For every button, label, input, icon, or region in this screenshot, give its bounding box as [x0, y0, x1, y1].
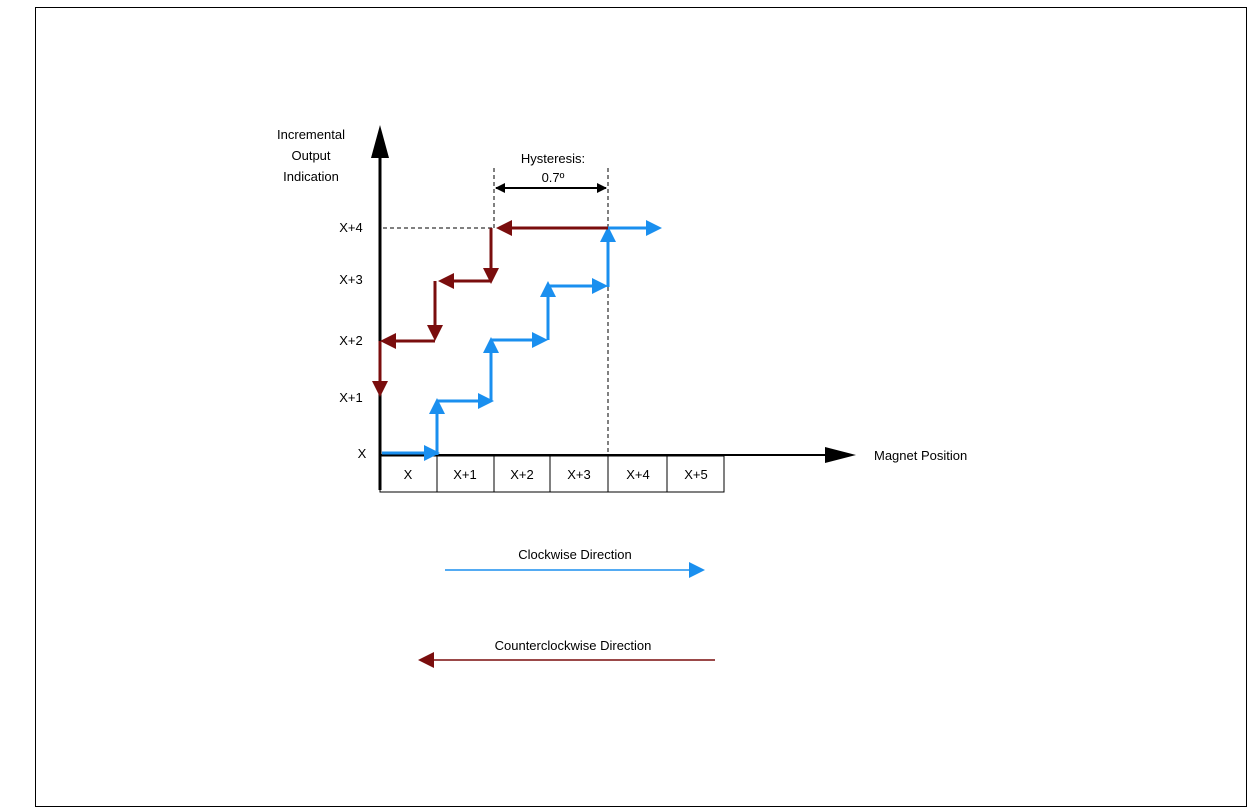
clockwise-staircase [382, 220, 662, 461]
clockwise-step-arrow [429, 398, 445, 455]
clockwise-step-arrow [382, 445, 440, 461]
diagram-frame [35, 7, 1247, 807]
counterclockwise-step-arrow [496, 220, 608, 236]
counterclockwise-step-arrow [372, 341, 388, 397]
legend-clockwise-label: Clockwise Direction [518, 547, 631, 562]
legend-counterclockwise-label: Counterclockwise Direction [495, 638, 652, 653]
counterclockwise-step-arrow [438, 273, 491, 289]
clockwise-step-arrow [606, 220, 662, 236]
hysteresis-label: Hysteresis: [521, 151, 585, 166]
counterclockwise-step-arrow [483, 228, 499, 284]
legend-clockwise-arrow-shape [445, 562, 705, 578]
x-cell-label: X+2 [510, 467, 534, 482]
y-tick-label: X+3 [339, 272, 363, 287]
counterclockwise-staircase [372, 220, 608, 397]
dashed-guides [383, 168, 609, 455]
counterclockwise-step-arrow [427, 281, 443, 341]
y-tick-label: X+1 [339, 390, 363, 405]
y-axis-arrowhead [371, 125, 389, 158]
x-cell-label: X+5 [684, 467, 708, 482]
hysteresis-value: 0.7º [542, 170, 565, 185]
legend-counterclockwise-arrow-shape [418, 652, 715, 668]
clockwise-step-arrow [437, 393, 494, 409]
x-cell-label: X+4 [626, 467, 650, 482]
clockwise-step-arrow [600, 226, 616, 287]
legend-clockwise-arrow [445, 562, 705, 578]
x-axis-cells [379, 455, 725, 493]
y-axis-title-line: Indication [283, 169, 339, 184]
hysteresis-diagram: X X+1 X+2 X+3 X+4 X+5 Incremental Output… [277, 125, 967, 668]
x-cell-label: X [404, 467, 413, 482]
x-axis-title: Magnet Position [874, 448, 967, 463]
clockwise-step-arrow [540, 281, 556, 340]
x-cell-label: X+3 [567, 467, 591, 482]
clockwise-step-arrow [483, 337, 499, 401]
y-tick-label: X [358, 446, 367, 461]
legend-counterclockwise-arrow [418, 652, 715, 668]
y-tick-label: X+2 [339, 333, 363, 348]
clockwise-step-arrow [548, 278, 608, 294]
y-tick-label: X+4 [339, 220, 363, 235]
counterclockwise-step-arrow [380, 333, 435, 349]
x-cell-label: X+1 [453, 467, 477, 482]
clockwise-step-arrow [491, 332, 548, 348]
x-cell-box [666, 455, 725, 493]
y-axis-title-line: Output [291, 148, 330, 163]
x-axis-arrowhead [825, 447, 856, 463]
y-axis-title-line: Incremental [277, 127, 345, 142]
